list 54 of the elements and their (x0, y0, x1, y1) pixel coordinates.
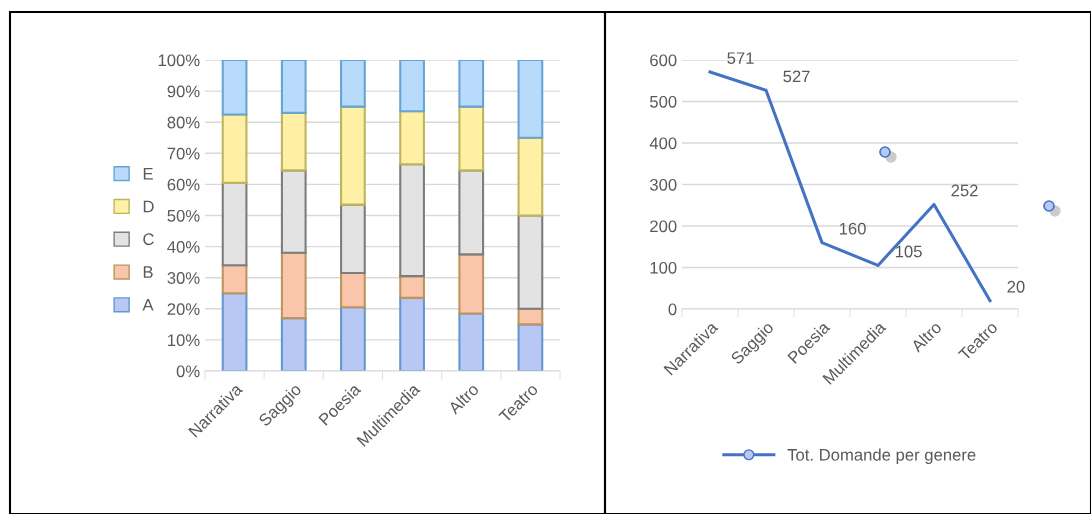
bar (517, 136, 544, 217)
y-tick-label: 20% (167, 303, 200, 315)
bar (517, 60, 544, 139)
bar (221, 292, 248, 371)
y-tick-label: 0 (668, 303, 677, 316)
legend-label: Tot. Domande per genere (787, 448, 976, 465)
legend-label: B (143, 266, 153, 278)
legend-label: C (143, 233, 154, 246)
y-tick-label: 90% (167, 85, 200, 98)
data-label: 252 (951, 184, 978, 197)
bar (517, 323, 544, 371)
bar (340, 60, 366, 108)
bar (221, 264, 248, 295)
y-tick-label: 400 (649, 137, 677, 150)
y-tick-label: 0% (176, 365, 200, 378)
y-tick-label: 60% (167, 178, 200, 191)
y-tick-label: 70% (167, 147, 200, 160)
bar (340, 306, 366, 371)
y-tick-label: 500 (650, 95, 677, 108)
bar (340, 272, 366, 309)
bar (280, 317, 307, 371)
legend-label: E (143, 167, 153, 180)
bar (280, 251, 307, 320)
data-label: 20 (1007, 280, 1025, 293)
legend-label: D (143, 200, 154, 213)
y-tick-label: 80% (167, 116, 200, 129)
bar (340, 105, 366, 206)
bar (221, 113, 248, 184)
legend-label: A (142, 299, 154, 311)
data-label: 527 (783, 70, 810, 83)
bar (399, 110, 425, 166)
data-label: 160 (839, 222, 866, 235)
y-tick-label: 50% (167, 209, 200, 222)
bar (399, 296, 425, 371)
bar (280, 60, 307, 114)
bar (221, 60, 248, 116)
y-tick-label: 600 (650, 54, 677, 67)
bar (399, 275, 425, 299)
y-tick-label: 300 (649, 178, 677, 191)
line-series (708, 70, 992, 303)
bar (458, 253, 485, 315)
y-tick-label: 30% (167, 272, 200, 284)
bar (399, 60, 425, 113)
data-label: 571 (727, 52, 754, 65)
y-tick-label: 200 (650, 220, 677, 233)
y-tick-label: 100% (158, 54, 200, 67)
bar (458, 60, 485, 108)
y-tick-label: 40% (167, 241, 200, 253)
data-label: 105 (895, 245, 922, 258)
bar (458, 105, 485, 172)
y-tick-label: 100 (650, 261, 677, 274)
bar (280, 111, 307, 172)
bar (458, 312, 485, 371)
y-tick-label: 10% (168, 334, 200, 347)
